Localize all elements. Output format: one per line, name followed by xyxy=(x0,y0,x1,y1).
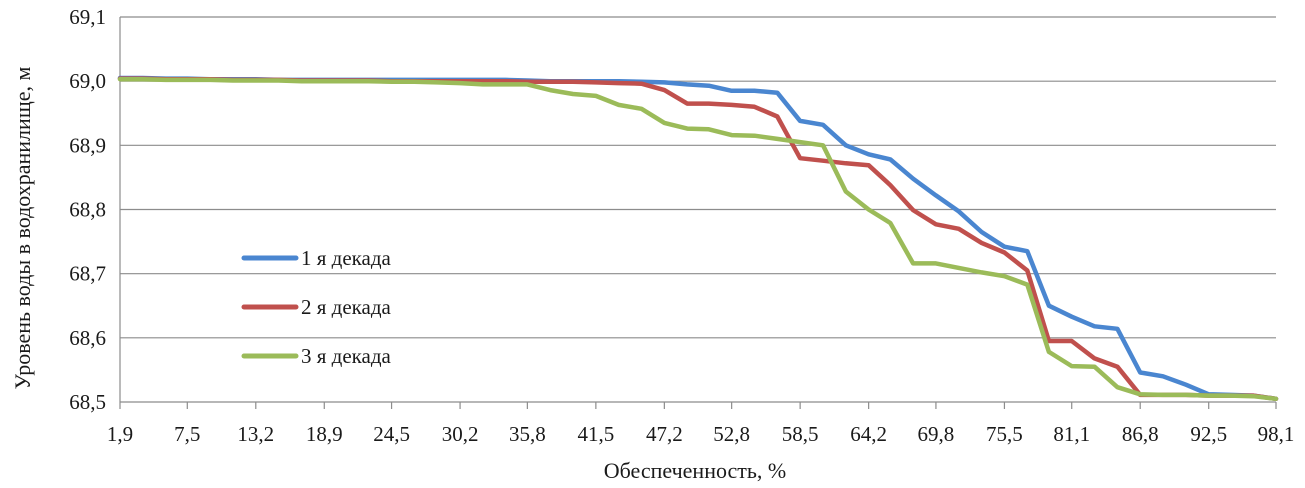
x-tick-label: 30,2 xyxy=(442,422,479,446)
x-tick-label: 35,8 xyxy=(509,422,546,446)
legend: 1 я декада 2 я декада 3 я декада xyxy=(241,246,392,368)
x-tick-label: 7,5 xyxy=(174,422,200,446)
x-tick-label: 1,9 xyxy=(107,422,133,446)
legend-label-3: 3 я декада xyxy=(301,344,392,368)
y-tick-label: 68,7 xyxy=(69,262,106,286)
x-tick-label: 92,5 xyxy=(1190,422,1227,446)
series-lines xyxy=(117,75,1279,402)
x-tick-label: 52,8 xyxy=(713,422,750,446)
y-tick-label: 68,6 xyxy=(69,326,106,350)
y-tick-label: 68,9 xyxy=(69,133,106,157)
y-axis-title: Уровень воды в водохранилище, м xyxy=(10,66,35,389)
x-tick-label: 75,5 xyxy=(986,422,1023,446)
y-tick-label: 68,5 xyxy=(69,390,106,414)
y-tick-label: 69,1 xyxy=(69,5,106,29)
x-tick-label: 24,5 xyxy=(373,422,410,446)
legend-label-2: 2 я декада xyxy=(301,295,392,319)
x-tick-label: 98,1 xyxy=(1258,422,1295,446)
x-tick-label: 81,1 xyxy=(1053,422,1090,446)
x-tick-label: 13,2 xyxy=(237,422,274,446)
x-tick-label: 64,2 xyxy=(850,422,887,446)
x-tick-label: 41,5 xyxy=(577,422,614,446)
x-tick-label: 58,5 xyxy=(782,422,819,446)
y-tick-label: 68,8 xyxy=(69,198,106,222)
x-axis-title: Обеспеченность, % xyxy=(604,458,787,483)
x-tick-label: 47,2 xyxy=(646,422,683,446)
y-tick-labels: 68,5 68,6 68,7 68,8 68,9 69,0 69,1 xyxy=(69,5,106,414)
x-tick-label: 18,9 xyxy=(306,422,343,446)
x-tick-label: 69,8 xyxy=(918,422,955,446)
y-tick-label: 69,0 xyxy=(69,69,106,93)
legend-label-1: 1 я декада xyxy=(301,246,392,270)
x-tick-labels: 1,9 7,5 13,2 18,9 24,5 30,2 35,8 41,5 47,2 52,8 58… xyxy=(107,402,1295,446)
x-tick-label: 86,8 xyxy=(1122,422,1159,446)
series-line-3 xyxy=(117,76,1279,402)
